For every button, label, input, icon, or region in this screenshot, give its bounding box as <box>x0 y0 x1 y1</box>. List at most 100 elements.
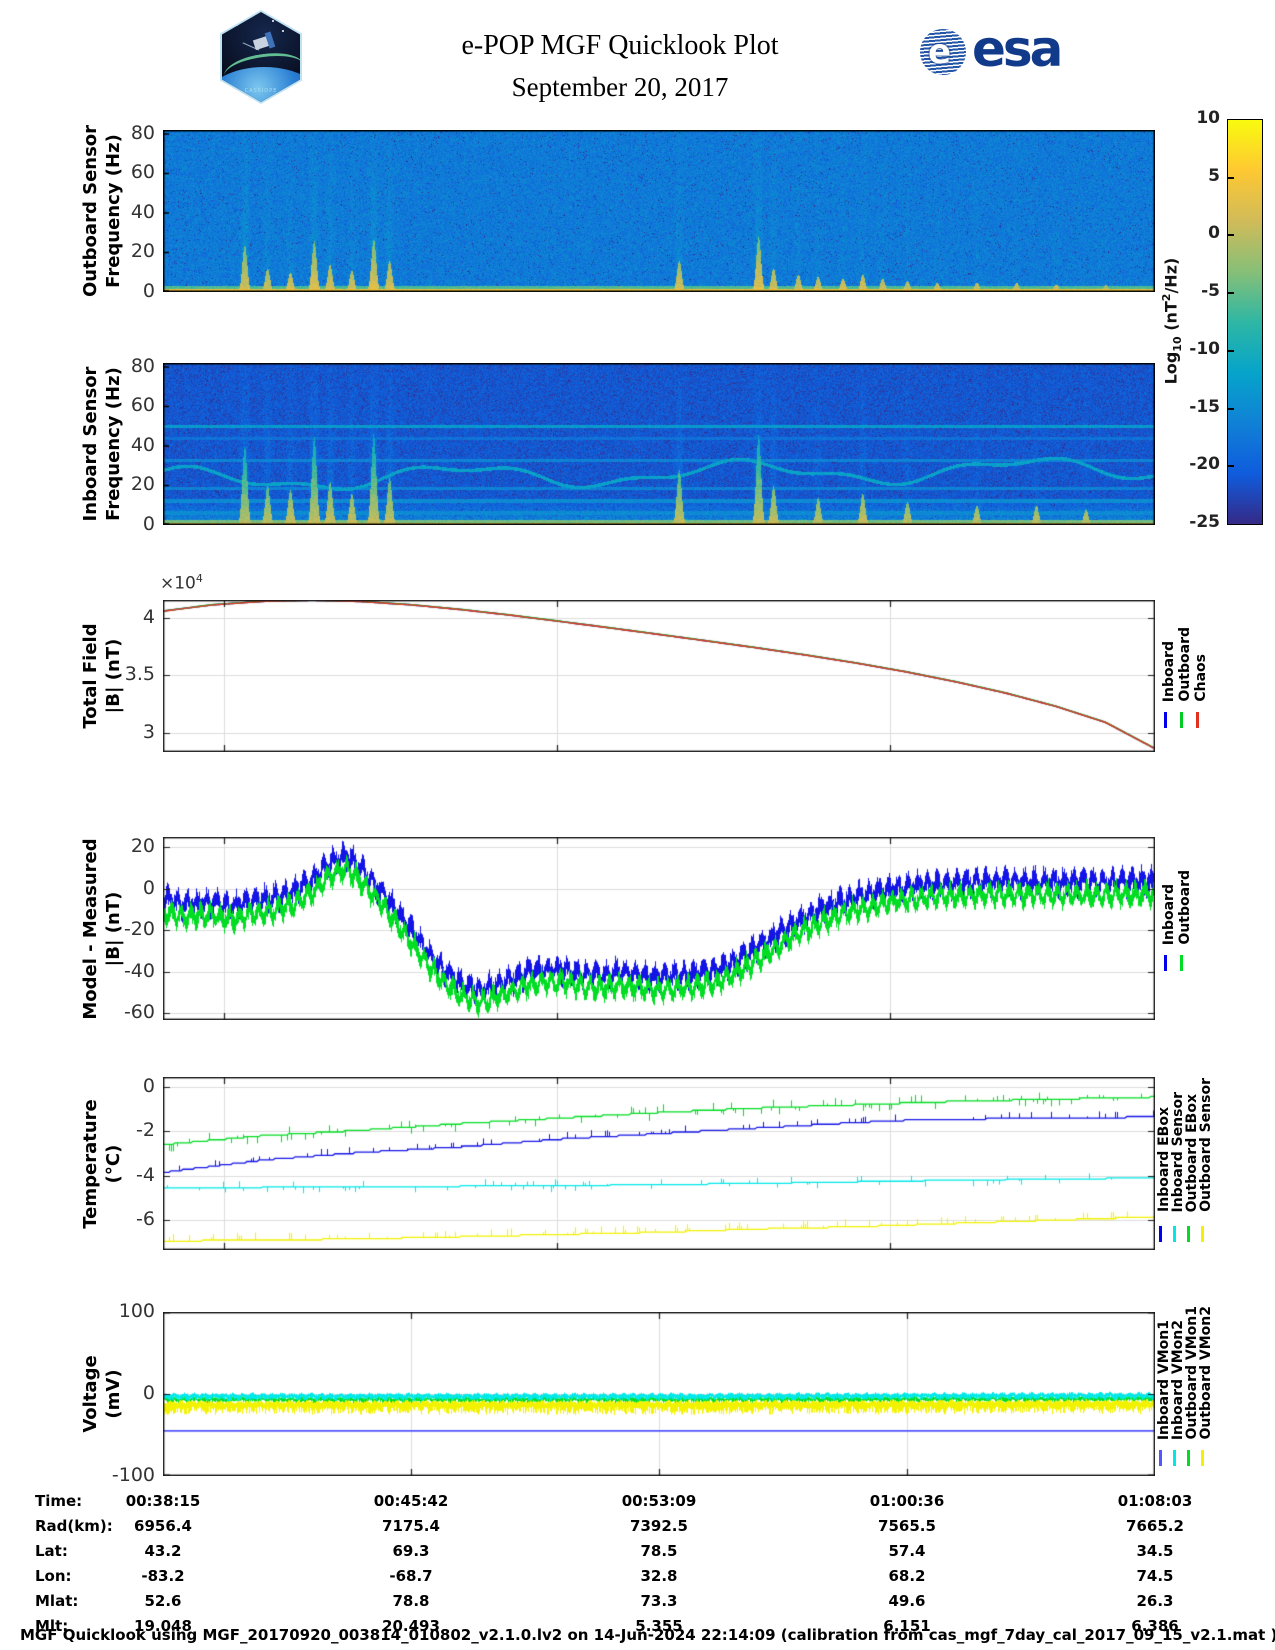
ytick-label: -100 <box>111 1464 155 1486</box>
table-cell: 52.6 <box>144 1592 182 1610</box>
panel-ylabel-line: Outboard Sensor <box>80 124 101 298</box>
table-cell: 01:00:36 <box>869 1492 945 1510</box>
panel-ylabel-line: Frequency (Hz) <box>103 367 124 521</box>
ytick-label: 100 <box>118 1300 155 1322</box>
ytick-label: 4 <box>142 606 155 629</box>
table-cell: 69.3 <box>392 1542 430 1560</box>
legend-swatch <box>1187 1450 1190 1466</box>
total-field-canvas <box>163 600 1155 752</box>
mission-patch-label: CASSIOPE <box>244 88 278 94</box>
table-cell: 7392.5 <box>630 1517 688 1535</box>
esa-globe-icon <box>920 29 966 75</box>
table-cell: 32.8 <box>640 1567 678 1585</box>
legend-entry-inboard: Inboard <box>1161 640 1177 702</box>
esa-logo: e esa <box>920 20 1063 82</box>
ytick-label: 0 <box>142 876 155 899</box>
legend-swatch <box>1159 1450 1162 1466</box>
model-minus-measured-canvas <box>163 837 1155 1020</box>
ytick-label: -40 <box>123 959 155 982</box>
temperature-canvas <box>163 1077 1155 1250</box>
legend-swatch <box>1164 955 1167 971</box>
legend-swatch <box>1173 1450 1176 1466</box>
table-cell: 6956.4 <box>134 1517 192 1535</box>
legend-swatch <box>1201 1226 1204 1242</box>
star-dot <box>282 30 284 32</box>
exponent-base: ×10 <box>160 573 196 594</box>
ytick-label: 0 <box>142 1382 155 1404</box>
inboard-spectrogram-canvas <box>163 363 1155 525</box>
ytick-label: 80 <box>130 121 155 144</box>
colorbar-tick-mark <box>1228 292 1234 294</box>
table-row: Lat: 43.2 69.3 78.5 57.4 34.5 <box>0 1542 1275 1566</box>
legend-swatch <box>1187 1226 1190 1242</box>
ytick-label: 60 <box>130 394 155 417</box>
colorbar-axis-label: Log10 (nT2/Hz) <box>1160 258 1184 385</box>
panel-ylabel-line: Temperature <box>80 1098 101 1229</box>
panel-ylabel: Inboard Sensor Frequency (Hz) <box>79 367 125 522</box>
ytick-label: -6 <box>136 1208 155 1231</box>
table-cell: 7175.4 <box>382 1517 440 1535</box>
colorbar-tick-label: 5 <box>1208 165 1220 186</box>
table-cell: -68.7 <box>389 1567 433 1585</box>
voltage-canvas <box>163 1312 1155 1476</box>
row-label: Lat: <box>35 1542 68 1560</box>
legend-swatch <box>1173 1226 1176 1242</box>
legend-swatch <box>1159 1226 1162 1242</box>
row-label: Time: <box>35 1492 83 1510</box>
table-cell: 57.4 <box>888 1542 926 1560</box>
panel-ylabel-line: Model - Measured <box>80 837 101 1020</box>
row-label: Rad(km): <box>35 1517 113 1535</box>
table-cell: 19.048 <box>134 1617 192 1635</box>
ytick-label: -60 <box>123 1001 155 1024</box>
ytick-label: 3.5 <box>124 663 155 686</box>
table-cell: 20.493 <box>382 1617 440 1635</box>
colorbar-tick-label: -10 <box>1189 338 1220 359</box>
legend-swatch <box>1180 955 1183 971</box>
colorbar-tick-label: 10 <box>1196 108 1220 128</box>
ytick-label: 0 <box>142 280 155 302</box>
colorbar-tick-label: -5 <box>1201 281 1220 302</box>
panel-ylabel-line: Total Field <box>80 623 101 729</box>
colorbar-tick-mark <box>1228 465 1234 467</box>
ytick-label: 3 <box>142 720 155 743</box>
table-cell: 34.5 <box>1136 1542 1174 1560</box>
exponent-power: 4 <box>195 572 203 585</box>
panel-ylabel-line: Frequency (Hz) <box>103 134 124 288</box>
ytick-label: 0 <box>142 1074 155 1097</box>
table-cell: 74.5 <box>1136 1567 1174 1585</box>
outboard-spectrogram-canvas <box>163 130 1155 292</box>
legend-swatch <box>1180 712 1183 728</box>
table-cell: 73.3 <box>640 1592 678 1610</box>
table-cell: 68.2 <box>888 1567 926 1585</box>
panel-ylabel-line: (mV) <box>103 1369 124 1419</box>
ytick-label: 20 <box>130 834 155 857</box>
legend-entry-outboard-vmon2: Outboard VMon2 <box>1198 1306 1214 1440</box>
table-row: Mlat: 52.6 78.8 73.3 49.6 26.3 <box>0 1592 1275 1616</box>
panel-ylabel-line: |B| (nT) <box>103 638 124 714</box>
table-cell: 78.5 <box>640 1542 678 1560</box>
legend-entry-outboard: Outboard <box>1177 870 1193 945</box>
table-row: Rad(km): 6956.4 7175.4 7392.5 7565.5 7665.2 <box>0 1517 1275 1541</box>
panel-ylabel-line: |B| (nT) <box>103 891 124 966</box>
colorbar-tick-mark <box>1228 234 1234 236</box>
row-label: Mlt: <box>35 1617 69 1635</box>
legend-swatch <box>1164 712 1167 728</box>
page-subtitle: September 20, 2017 <box>511 72 729 102</box>
colorbar-tick-mark <box>1228 350 1234 352</box>
table-cell: 78.8 <box>392 1592 430 1610</box>
ytick-label: -2 <box>136 1119 155 1142</box>
ytick-label: 20 <box>130 240 155 263</box>
table-cell: 01:08:03 <box>1117 1492 1193 1510</box>
legend-entry-outboard: Outboard <box>1177 627 1193 702</box>
cb-label-mid: (nT <box>1161 301 1181 337</box>
table-cell: 5.355 <box>635 1617 683 1635</box>
ytick-label: 60 <box>130 161 155 184</box>
ytick-label: 0 <box>142 513 155 535</box>
table-cell: 26.3 <box>1136 1592 1174 1610</box>
ytick-label: -20 <box>123 918 155 941</box>
colorbar-tick-label: 0 <box>1208 223 1220 244</box>
table-cell: 43.2 <box>144 1542 182 1560</box>
ytick-label: 80 <box>130 354 155 377</box>
panel-ylabel-line: (°C) <box>103 1144 124 1183</box>
